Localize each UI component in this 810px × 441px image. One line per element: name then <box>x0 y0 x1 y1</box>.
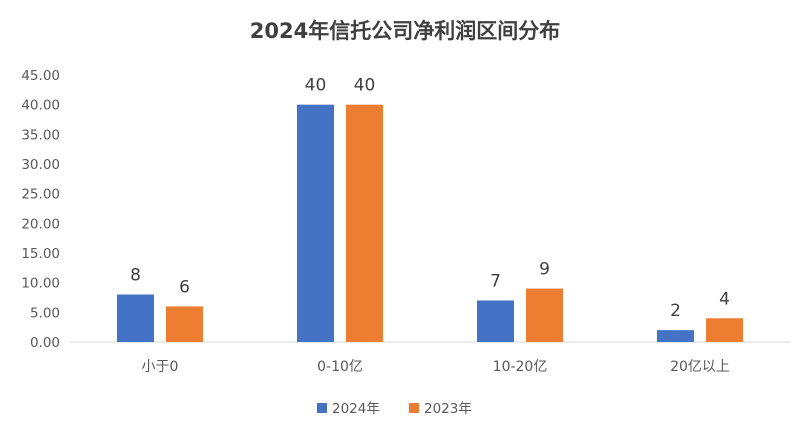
y-tick-label: 0.00 <box>30 335 60 351</box>
y-tick-label: 15.00 <box>21 246 60 262</box>
data-label: 8 <box>130 266 141 286</box>
bar <box>166 306 203 342</box>
y-axis: 0.00 5.00 10.00 15.00 20.00 25.00 30.00 35.00 40… <box>21 68 60 351</box>
y-tick-label: 20.00 <box>21 216 60 232</box>
y-tick-label: 35.00 <box>21 127 60 143</box>
y-tick-label: 40.00 <box>21 98 60 114</box>
legend-label: 2023年 <box>424 401 472 417</box>
bar <box>526 288 563 342</box>
x-tick-label: 0-10亿 <box>317 359 363 375</box>
bar <box>657 330 694 342</box>
data-label: 40 <box>354 76 376 96</box>
data-label: 9 <box>539 260 550 280</box>
bar <box>346 104 383 343</box>
bar <box>297 104 334 343</box>
legend-swatch <box>317 403 327 413</box>
legend-swatch <box>409 403 419 413</box>
bar <box>117 294 154 342</box>
x-axis: 小于0 0-10亿 10-20亿 20亿以上 <box>142 359 730 375</box>
y-tick-label: 10.00 <box>21 276 60 292</box>
y-tick-label: 5.00 <box>30 305 60 321</box>
data-label: 4 <box>719 289 730 309</box>
y-tick-label: 30.00 <box>21 157 60 173</box>
bars: 8 6 40 40 7 9 2 4 <box>117 76 743 343</box>
bar <box>706 318 743 342</box>
bar <box>477 300 514 342</box>
legend: 2024年 2023年 <box>317 401 472 417</box>
x-tick-label: 小于0 <box>142 359 179 375</box>
data-label: 6 <box>179 277 190 297</box>
x-tick-label: 10-20亿 <box>493 359 548 375</box>
data-label: 40 <box>305 76 327 96</box>
data-label: 7 <box>490 271 501 291</box>
y-tick-label: 25.00 <box>21 187 60 203</box>
chart-title: 2024年信托公司净利润区间分布 <box>250 19 560 43</box>
x-tick-label: 20亿以上 <box>670 359 730 375</box>
y-tick-label: 45.00 <box>21 68 60 84</box>
legend-label: 2024年 <box>332 401 380 417</box>
data-label: 2 <box>670 301 681 321</box>
